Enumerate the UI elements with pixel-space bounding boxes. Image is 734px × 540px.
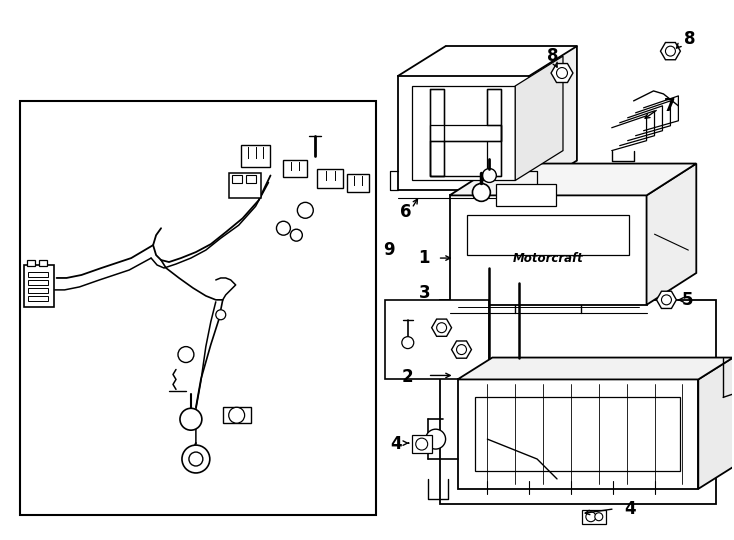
- Circle shape: [595, 513, 603, 521]
- Circle shape: [182, 445, 210, 473]
- Text: 5: 5: [681, 291, 693, 309]
- Text: 4: 4: [390, 435, 401, 453]
- Polygon shape: [398, 76, 529, 191]
- Polygon shape: [449, 164, 697, 195]
- Polygon shape: [647, 164, 697, 305]
- Text: 4: 4: [625, 500, 636, 518]
- Circle shape: [297, 202, 313, 218]
- Circle shape: [666, 46, 675, 56]
- Bar: [222, 407, 250, 423]
- Circle shape: [437, 323, 446, 333]
- Circle shape: [401, 336, 414, 349]
- Text: 1: 1: [418, 249, 429, 267]
- Bar: [385, 300, 490, 380]
- Circle shape: [661, 295, 672, 305]
- Circle shape: [586, 512, 596, 522]
- Text: 8: 8: [547, 47, 559, 65]
- Polygon shape: [656, 291, 677, 308]
- Bar: [241, 145, 271, 166]
- Bar: [232, 176, 241, 184]
- Polygon shape: [661, 43, 680, 60]
- Bar: [317, 168, 343, 188]
- Bar: [39, 260, 47, 266]
- Bar: [246, 176, 255, 184]
- Polygon shape: [432, 319, 451, 336]
- Bar: [28, 280, 48, 285]
- Polygon shape: [451, 341, 471, 358]
- Circle shape: [180, 408, 202, 430]
- Bar: [468, 215, 628, 255]
- Text: 3: 3: [419, 284, 431, 302]
- Polygon shape: [529, 46, 577, 191]
- Bar: [23, 265, 54, 307]
- Bar: [26, 260, 34, 266]
- Text: 7: 7: [664, 97, 675, 115]
- Circle shape: [415, 438, 428, 450]
- Bar: [283, 160, 308, 178]
- Bar: [28, 296, 48, 301]
- Circle shape: [457, 345, 467, 355]
- Polygon shape: [698, 357, 733, 489]
- Circle shape: [229, 407, 244, 423]
- Polygon shape: [515, 56, 563, 180]
- Bar: [496, 185, 556, 206]
- Polygon shape: [449, 195, 647, 305]
- Bar: [429, 125, 501, 140]
- Polygon shape: [412, 86, 515, 180]
- Bar: [440, 300, 716, 504]
- Circle shape: [178, 347, 194, 362]
- Circle shape: [426, 429, 446, 449]
- Text: 6: 6: [400, 203, 411, 221]
- Polygon shape: [457, 380, 698, 489]
- Bar: [229, 172, 261, 198]
- Text: 2: 2: [401, 368, 413, 387]
- Circle shape: [291, 229, 302, 241]
- Polygon shape: [457, 357, 733, 380]
- Bar: [28, 288, 48, 293]
- Text: 8: 8: [684, 30, 696, 48]
- Circle shape: [482, 168, 496, 183]
- Polygon shape: [551, 64, 573, 83]
- Text: Motorcraft: Motorcraft: [512, 252, 584, 265]
- Bar: [20, 101, 376, 515]
- Bar: [487, 89, 501, 177]
- Polygon shape: [476, 397, 680, 471]
- Text: 9: 9: [383, 241, 395, 259]
- Circle shape: [556, 68, 567, 78]
- Circle shape: [216, 310, 226, 320]
- Bar: [582, 510, 606, 524]
- Bar: [429, 89, 443, 177]
- Circle shape: [473, 184, 490, 201]
- Bar: [28, 272, 48, 277]
- Circle shape: [189, 452, 203, 466]
- Bar: [347, 174, 369, 192]
- Bar: [412, 435, 432, 453]
- Circle shape: [277, 221, 291, 235]
